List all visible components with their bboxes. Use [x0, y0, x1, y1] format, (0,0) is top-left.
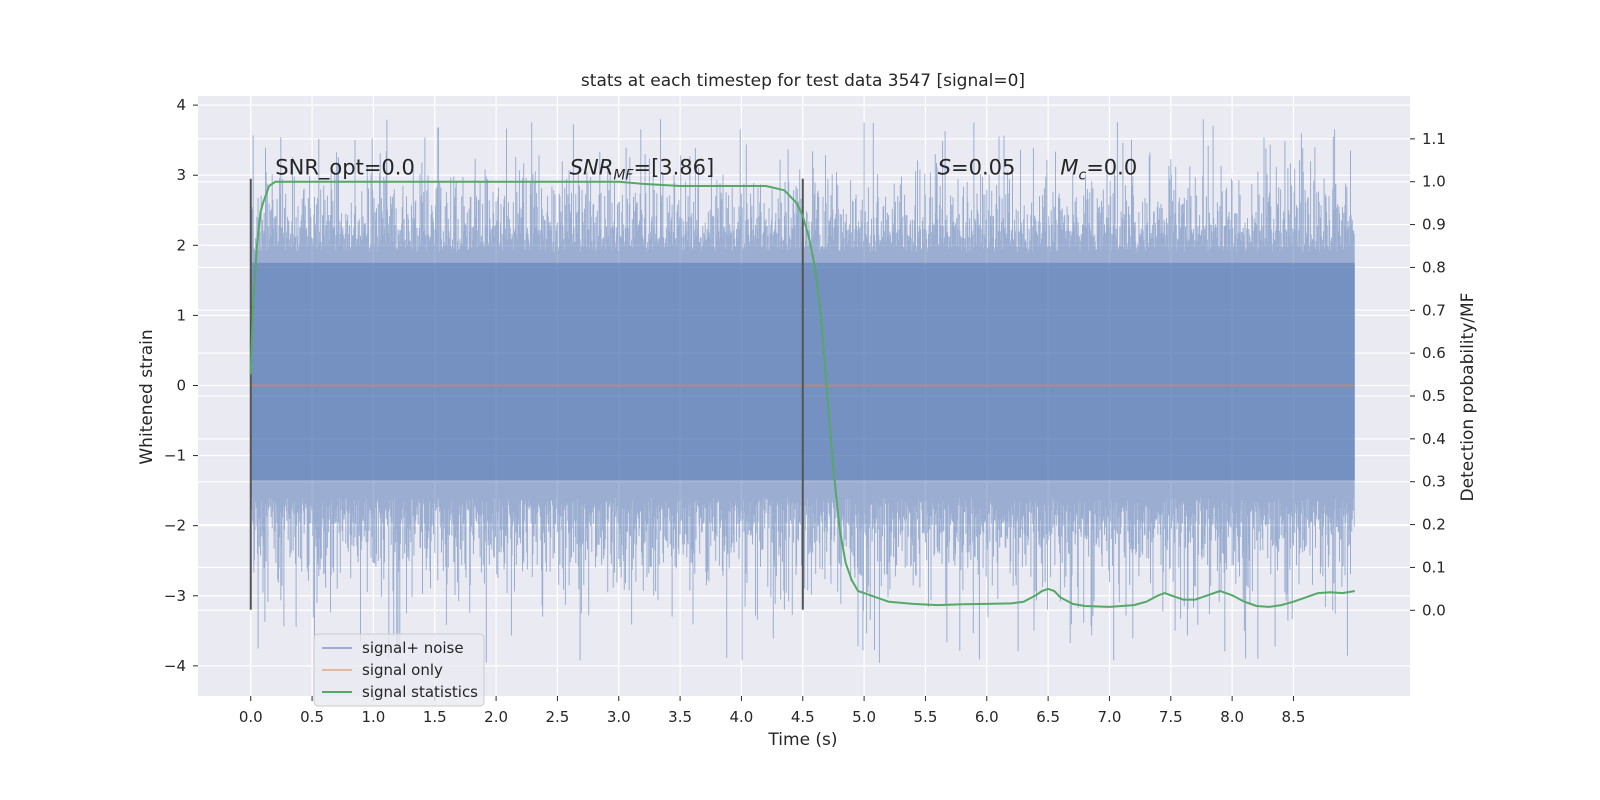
signal-statistics-line — [249, 180, 1355, 608]
x-tick-label: 0.5 — [300, 708, 324, 726]
y2-tick-label: 0.1 — [1422, 558, 1446, 576]
y2-tick-label: 1.0 — [1422, 173, 1446, 191]
legend: signal+ noise signal only signal statist… — [313, 633, 485, 707]
x-tick-label: 0.0 — [239, 708, 263, 726]
y2-tick-label: 0.6 — [1422, 344, 1446, 362]
y-tick-label: 0 — [176, 376, 186, 394]
x-axis-label: Time (s) — [767, 730, 837, 750]
x-tick-label: 5.0 — [852, 708, 876, 726]
signal-statistics-series — [249, 180, 1355, 608]
x-tick-label: 2.0 — [484, 708, 508, 726]
y-tick-label: −1 — [164, 447, 186, 465]
x-tick-label: 8.0 — [1220, 708, 1244, 726]
annotation-text: S=0.05 — [938, 156, 1016, 180]
y2-tick-label: 0.7 — [1422, 301, 1446, 319]
x-tick-label: 2.5 — [545, 708, 569, 726]
legend-box — [313, 633, 485, 707]
y2-tick-label: 0.9 — [1422, 216, 1446, 234]
y-axis-label: Whitened strain — [137, 329, 157, 464]
y-tick-label: 1 — [176, 306, 186, 324]
x-tick-label: 7.0 — [1098, 708, 1122, 726]
legend-label-signal-noise: signal+ noise — [362, 639, 464, 657]
y-tick-label: 4 — [176, 96, 186, 114]
legend-label-signal-only: signal only — [362, 661, 443, 679]
y2-tick-label: 0.8 — [1422, 258, 1446, 276]
x-tick-label: 4.5 — [791, 708, 815, 726]
annotation-text: Mc=0.0 — [1060, 156, 1137, 184]
y2-tick-label: 0.3 — [1422, 473, 1446, 491]
y2-tick-label: 0.0 — [1422, 601, 1446, 619]
x-tick-label: 5.5 — [914, 708, 938, 726]
y2-tick-label: 0.2 — [1422, 516, 1446, 534]
y-axis-left: 4 3 2 1 0 −1 −2 −3 −4 — [164, 96, 198, 675]
x-tick-label: 4.0 — [730, 708, 754, 726]
annotation-text: SNR_opt=0.0 — [275, 156, 415, 181]
x-tick-label: 6.5 — [1036, 708, 1060, 726]
y2-tick-label: 0.5 — [1422, 387, 1446, 405]
y-axis-right: 1.1 1.0 0.9 0.8 0.7 0.6 0.5 0.4 0.3 0.2 0.1 0.0 — [1410, 130, 1446, 619]
x-tick-label: 6.0 — [975, 708, 999, 726]
y2-tick-label: 1.1 — [1422, 130, 1446, 148]
annotations: SNR_opt=0.0 SNRMF=[3.86] S=0.05 Mc=0.0 — [275, 156, 1137, 184]
chart-title: stats at each timestep for test data 354… — [581, 71, 1025, 91]
y-tick-label: 3 — [176, 166, 186, 184]
x-tick-label: 1.5 — [423, 708, 447, 726]
x-tick-label: 3.5 — [668, 708, 692, 726]
annotation-text: SNRMF=[3.86] — [570, 156, 715, 184]
x-tick-label: 8.5 — [1282, 708, 1306, 726]
y-tick-label: −3 — [164, 587, 186, 605]
x-axis: 0.0 0.5 1.0 1.5 2.0 2.5 3.0 3.5 4.0 4.5 5.0 5.5 6.0 6… — [239, 696, 1306, 726]
vertical-markers — [249, 178, 804, 610]
y-tick-label: −4 — [164, 657, 186, 675]
x-tick-label: 7.5 — [1159, 708, 1183, 726]
y-tick-label: 2 — [176, 236, 186, 254]
y2-tick-label: 0.4 — [1422, 430, 1446, 448]
x-tick-label: 1.0 — [361, 708, 385, 726]
x-tick-label: 3.0 — [607, 708, 631, 726]
legend-label-signal-statistics: signal statistics — [362, 683, 478, 701]
y-tick-label: −2 — [164, 517, 186, 535]
y-axis-right-label: Detection probability/MF — [1458, 293, 1478, 502]
